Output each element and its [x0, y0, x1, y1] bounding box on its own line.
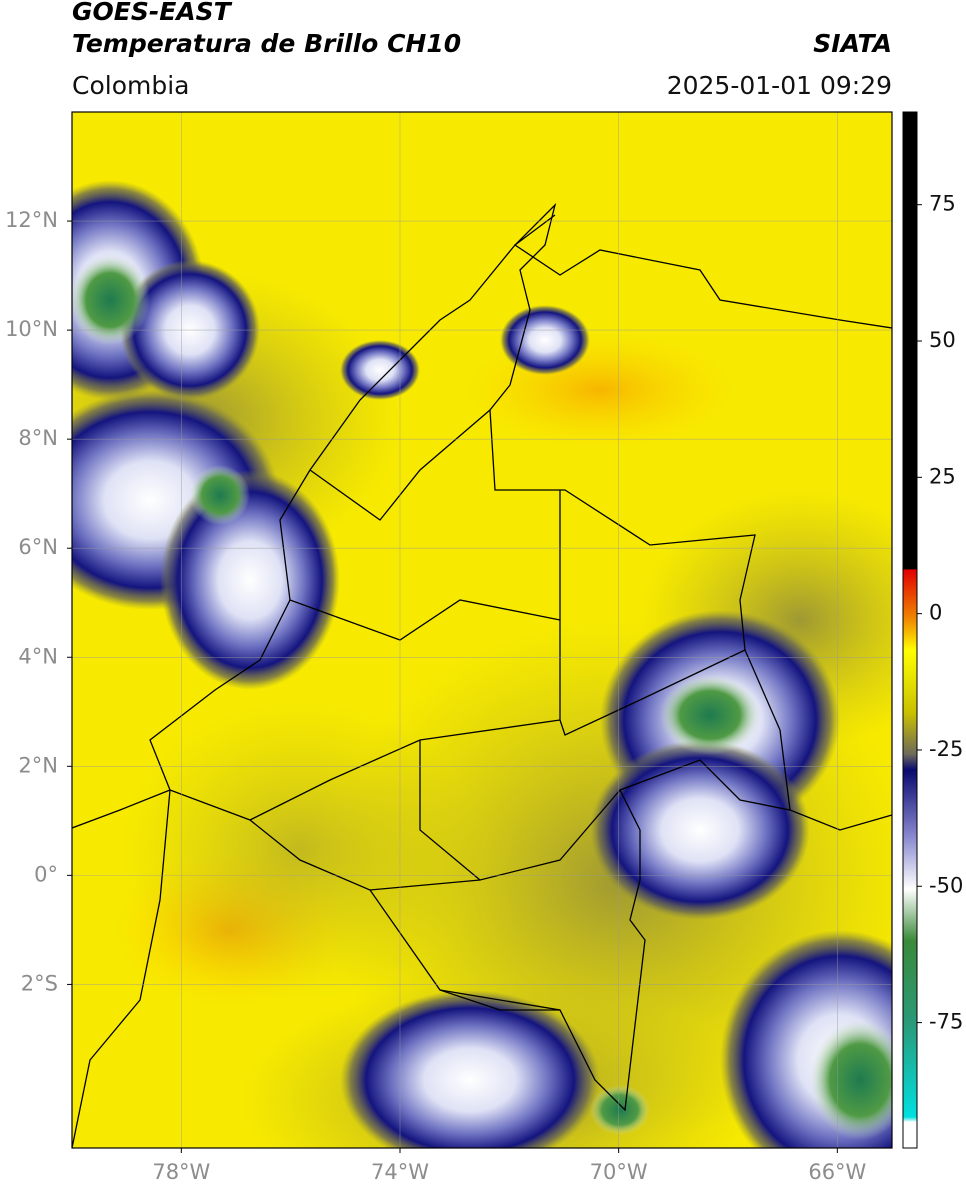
colombia-outline	[149, 202, 791, 1112]
y-tick-label: 2°N	[18, 753, 58, 777]
province-line	[249, 719, 561, 821]
border-line	[789, 809, 892, 831]
source-label: SIATA	[813, 29, 892, 58]
y-tick-label: 0°	[34, 862, 58, 886]
map-frame	[71, 111, 893, 1149]
colorbar-label: -50	[929, 873, 963, 897]
cloud-core	[590, 1085, 650, 1135]
y-tick-label: 12°N	[5, 208, 58, 232]
y-tick-label: 6°N	[18, 535, 58, 559]
cloud-core	[810, 1020, 892, 1140]
coastline	[513, 214, 892, 329]
border-line	[559, 490, 746, 736]
x-tick-label: 78°W	[152, 1160, 210, 1184]
colorbar-label: 0	[929, 601, 942, 625]
y-tick-label: 4°N	[18, 644, 58, 668]
colorbar-label: -25	[929, 737, 963, 761]
province-line	[419, 740, 481, 881]
haze	[120, 700, 480, 1000]
cloud	[340, 990, 600, 1148]
cloud-core	[660, 675, 760, 755]
x-tick-label: 70°W	[590, 1160, 648, 1184]
grid	[72, 112, 892, 1148]
region-label: Colombia	[72, 71, 189, 100]
cloud	[160, 470, 340, 690]
x-tick-label: 66°W	[808, 1160, 866, 1184]
colorbar-label: 50	[929, 328, 956, 352]
x-tick-label: 74°W	[371, 1160, 429, 1184]
cloud-core	[72, 255, 150, 345]
colorbar-label: -75	[929, 1010, 963, 1034]
satellite-title: GOES-EAST	[72, 0, 233, 26]
cloud	[340, 340, 420, 400]
colorbar	[902, 111, 918, 1149]
border-line	[72, 789, 171, 829]
province-line	[369, 789, 621, 891]
product-title: Temperatura de Brillo CH10	[72, 29, 461, 58]
y-tick-label: 8°N	[18, 426, 58, 450]
cloud-core	[190, 465, 250, 525]
colorbar-label: 25	[929, 464, 956, 488]
y-tick-label: 2°S	[21, 971, 58, 995]
cloud	[590, 740, 810, 920]
border-line	[72, 789, 171, 1148]
cloud	[500, 305, 590, 375]
datetime-label: 2025-01-01 09:29	[667, 71, 892, 100]
satellite-image	[72, 112, 892, 1148]
y-tick-label: 10°N	[5, 317, 58, 341]
colorbar-label: 75	[929, 192, 956, 216]
province-line	[289, 599, 561, 641]
border-line	[439, 989, 560, 1011]
